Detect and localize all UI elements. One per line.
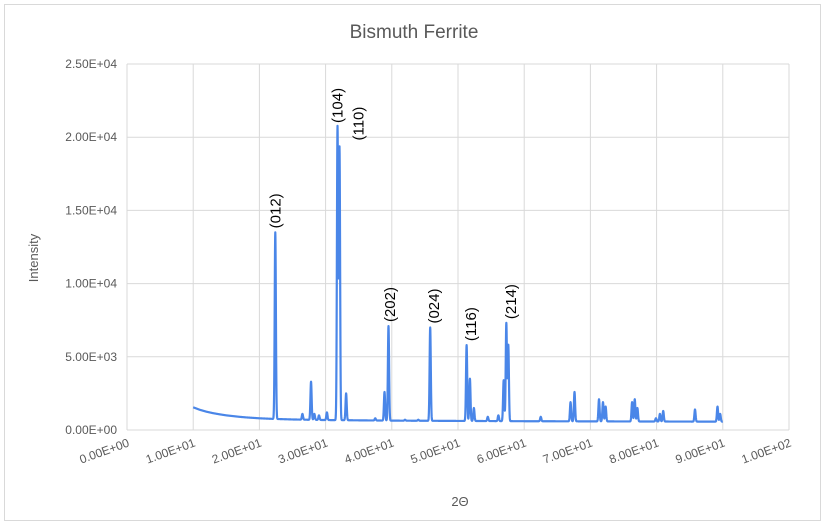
x-tick-label: 4.00E+01 [342, 436, 396, 467]
peak-label: (202) [382, 287, 399, 322]
x-tick-label: 8.00E+01 [607, 436, 661, 467]
peak-annotations: (012) (104)(110) (202) (024) (116) (214) [267, 88, 520, 341]
y-tick-label: 1.00E+04 [65, 277, 117, 291]
y-tick-label: 2.50E+04 [65, 57, 117, 71]
x-tick-label: 1.00E+01 [144, 436, 198, 467]
peak-label: (110) [351, 107, 368, 141]
y-axis-title: Intensity [26, 233, 41, 282]
y-tick-label: 5.00E+03 [65, 350, 117, 364]
x-tick-label: 7.00E+01 [541, 436, 595, 467]
y-axis-ticks: 0.00E+00 5.00E+03 1.00E+04 1.50E+04 2.00E+04… [65, 57, 117, 437]
x-tick-label: 6.00E+01 [475, 436, 529, 467]
peak-label: (214) [503, 284, 520, 319]
x-tick-label: 0.00E+00 [78, 436, 132, 467]
peak-label: (104) [330, 88, 347, 123]
peak-label: (116) [463, 307, 480, 341]
x-tick-label: 3.00E+01 [276, 436, 330, 467]
gridlines [126, 63, 790, 431]
chart-title: Bismuth Ferrite [350, 22, 479, 43]
y-tick-label: 1.50E+04 [65, 203, 117, 217]
y-tick-label: 0.00E+00 [65, 423, 117, 437]
series-line [192, 124, 724, 423]
chart-area [4, 4, 821, 521]
x-tick-label: 1.00E+02 [740, 436, 794, 467]
x-tick-label: 2.00E+01 [210, 436, 264, 467]
x-tick-label: 9.00E+01 [673, 436, 727, 467]
peak-label: (012) [267, 193, 284, 228]
x-tick-label: 5.00E+01 [409, 436, 463, 467]
x-axis-ticks: 0.00E+00 1.00E+01 2.00E+01 3.00E+01 4.00E+01… [78, 436, 794, 467]
peak-label: (024) [426, 288, 443, 323]
x-axis-title: 2Θ [451, 494, 468, 509]
y-tick-label: 2.00E+04 [65, 130, 117, 144]
